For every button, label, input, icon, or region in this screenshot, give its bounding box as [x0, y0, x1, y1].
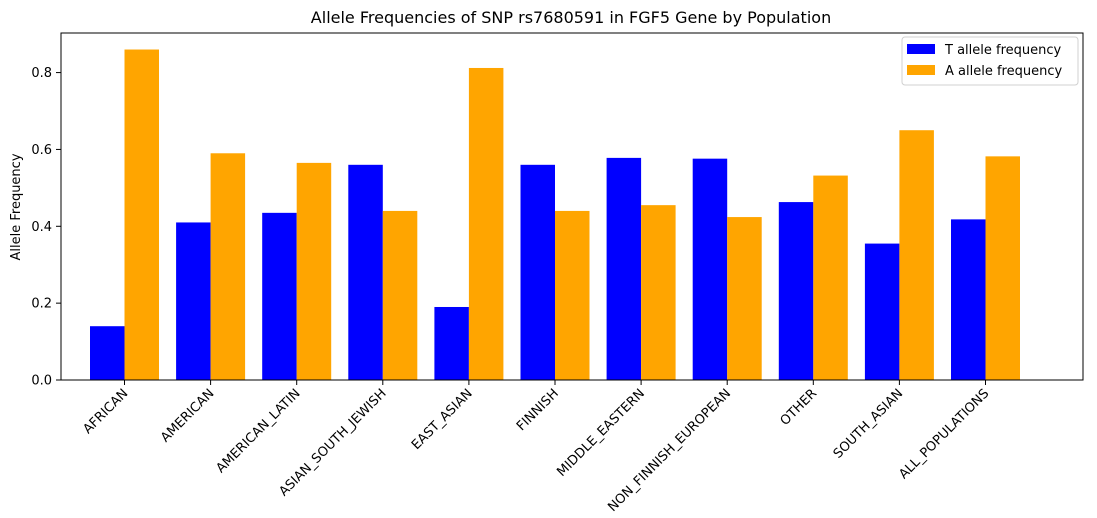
y-tick-label: 0.4	[31, 220, 52, 235]
a-allele-bar-all-populations	[985, 156, 1020, 380]
bars-group	[90, 49, 1020, 381]
legend-swatch-t-allele	[907, 44, 935, 54]
a-allele-bar-american	[210, 153, 246, 380]
x-tick-label: ALL_POPULATIONS	[896, 386, 992, 482]
t-allele-bar-other	[778, 202, 814, 380]
y-tick-label: 0.2	[31, 297, 52, 312]
plot-frame	[60, 32, 1084, 381]
y-ticks-group: 0.0 0.2 0.4 0.6 0.8	[31, 66, 61, 389]
x-tick-label: SOUTH_ASIAN	[831, 386, 907, 462]
a-allele-bar-other	[813, 175, 848, 380]
y-tick-label: 0.6	[31, 143, 52, 158]
y-tick-label: 0.0	[31, 374, 52, 389]
a-allele-bar-non-finnish-european	[727, 217, 762, 380]
legend-swatch-a-allele	[907, 65, 935, 75]
x-tick-label: OTHER	[778, 386, 821, 429]
a-allele-bar-african	[124, 49, 159, 381]
t-allele-bar-finnish	[520, 164, 555, 380]
legend-box	[901, 36, 1079, 86]
t-allele-bar-american-latin	[262, 212, 297, 380]
legend-label-a-allele: A allele frequency	[945, 64, 1062, 79]
x-tick-label: EAST_ASIAN	[409, 386, 476, 453]
x-tick-label: MIDDLE_EASTERN	[554, 386, 648, 480]
x-tick-label: AMERICAN_LATIN	[214, 386, 304, 476]
y-tick-label: 0.8	[31, 66, 52, 81]
t-allele-bar-non-finnish-european	[692, 158, 728, 380]
a-allele-bar-asian-south-jewish	[382, 210, 418, 380]
x-ticks-group: AFRICAN AMERICANAMERICAN_LATINASIAN_SOUTH…	[80, 380, 992, 515]
t-allele-bar-south-asian	[864, 243, 900, 380]
a-allele-bar-east-asian	[468, 67, 504, 380]
a-allele-bar-american-latin	[296, 162, 332, 380]
a-allele-bar-south-asian	[899, 130, 934, 380]
legend: T allele frequency A allele frequency	[901, 36, 1079, 86]
y-axis-label: Allele Frequency	[9, 153, 24, 260]
legend-label-t-allele: T allele frequency	[944, 43, 1062, 58]
a-allele-bar-middle-eastern	[641, 205, 676, 380]
x-tick-label: AMERICAN	[158, 386, 217, 445]
t-allele-bar-middle-eastern	[606, 157, 642, 380]
x-tick-label: AFRICAN	[80, 386, 131, 437]
a-allele-bar-finnish	[555, 210, 590, 380]
t-allele-bar-asian-south-jewish	[348, 164, 383, 380]
t-allele-bar-east-asian	[434, 306, 469, 380]
chart-title: Allele Frequencies of SNP rs7680591 in F…	[311, 8, 831, 27]
t-allele-bar-african	[90, 326, 125, 380]
t-allele-bar-american	[176, 222, 211, 380]
x-tick-label: FINNISH	[514, 386, 562, 434]
t-allele-bar-all-populations	[951, 219, 986, 380]
